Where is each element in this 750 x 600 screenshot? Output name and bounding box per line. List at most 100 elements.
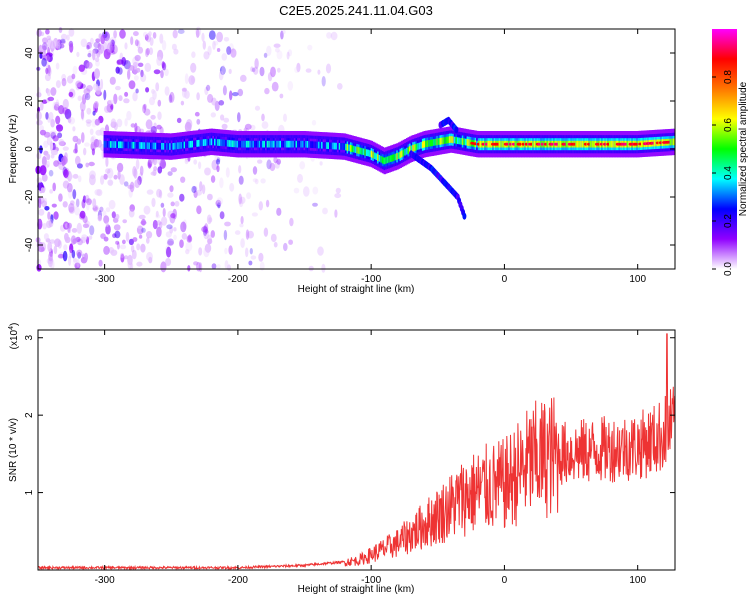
spectrogram-cell [124,91,129,97]
spectrogram-cell [61,73,67,82]
spectrogram-cell [357,147,361,154]
spectrogram-cell [35,111,42,121]
spectrogram-cell [343,143,346,150]
spectrogram-cell [56,124,64,132]
spectrogram-cell [133,75,139,81]
spectrogram-cell [271,81,279,92]
spectrogram-cell [409,146,412,153]
spectrogram-x-label: Height of straight line (km) [298,284,415,295]
spectrogram-cell [254,58,259,70]
spectrogram-cell [68,28,75,37]
spectrogram-cell [86,121,92,127]
spectrogram-cell [433,139,436,146]
spectrogram-cell [176,117,182,124]
spectrogram-cell [341,143,345,150]
spectrogram-cell [313,141,316,149]
spectrogram-cell [36,29,42,37]
spectrogram-cell [264,87,270,95]
spectrogram-cell [50,87,57,96]
spectrogram-cell [53,211,59,220]
spectrogram-cell [232,92,239,97]
spectrogram-cell [204,139,207,146]
spectrogram-cell [241,140,244,148]
spectrogram-cell [86,45,90,50]
spectrogram-cell [273,43,281,48]
spectrogram-cell [259,261,265,271]
spectrogram-cell [224,260,229,270]
spectrogram-cell [301,140,305,148]
spectrogram-cell [72,173,79,179]
spectrogram-cell [252,178,258,183]
spectrogram-cell [131,249,137,260]
spectrogram-cell [249,124,256,131]
spectrogram-cell [381,156,385,164]
spectrogram-cell [346,144,350,151]
spectrogram-cell [53,160,59,167]
spectrogram-cell [55,115,61,125]
spectrogram-cell [380,155,383,163]
spectrogram-cell [455,137,458,144]
spectrogram-cell [457,137,460,144]
spectrogram-cell [85,119,92,124]
spectrogram-cell [120,252,125,259]
spectrogram-cell [252,166,258,175]
spectrogram-cell [399,151,402,159]
spectrogram-cell [48,111,54,121]
spectrogram-cell [207,138,210,146]
spectrogram-cell [312,186,319,195]
spectrogram-cell [104,105,111,114]
spectrogram-cell [134,54,141,62]
y-tick-label: 40 [24,47,35,59]
spectrogram-cell [67,117,72,124]
spectrogram-cell [653,139,657,147]
spectrogram-cell [179,239,184,248]
spectrogram-cell [216,165,220,173]
spectrogram-cell [138,234,143,239]
spectrogram-cell [38,208,45,216]
spectrogram-cell [557,140,561,148]
spectrogram-cell [221,64,226,76]
spectrogram-cell [337,142,340,150]
spectrogram-cell [305,68,312,73]
spectrogram-cell [610,140,613,148]
spectrogram-cell [142,104,147,114]
spectrogram-cell [186,141,190,148]
spectrogram-cell [293,140,297,148]
spectrogram-cell [386,156,390,164]
spectrogram-cell [50,131,56,139]
spectrogram-cell [265,140,268,148]
spectrogram-cell [166,224,173,230]
spectrogram-cell [130,123,136,128]
spectrogram-cell [593,140,596,148]
spectrogram-cell [97,214,103,222]
spectrogram-cell [161,40,167,51]
spectrogram-cell [146,142,150,150]
spectrogram-cell [248,260,253,266]
spectrogram-cell [396,153,399,160]
spectrogram-cell [613,140,617,148]
spectrogram-cell [372,151,375,159]
spectrogram-cell [225,139,228,147]
spectrogram-cell [329,142,332,150]
spectrogram-cell [426,140,430,147]
spectrogram-cell [207,193,213,201]
spectrogram-cell [289,140,292,148]
spectrogram-cell [210,175,216,183]
spectrogram-cell [110,141,113,148]
spectrogram-cell [255,140,258,148]
spectrogram-cell [68,203,75,213]
spectrogram-cell [190,76,196,84]
spectrogram-cell [258,140,262,148]
spectrogram-cell [442,137,446,145]
y-tick-label: -20 [24,189,35,204]
spectrogram-cell [220,114,225,121]
spectrogram-cell [146,231,153,239]
spectrogram-cell [136,243,141,251]
y-tick-label: -40 [24,237,35,252]
spectrogram-cell [155,82,160,92]
x-tick-label: -100 [361,274,381,285]
spectrogram-y-label: Frequency (Hz) [8,115,19,184]
spectrogram-cell [325,142,329,149]
spectrogram-cell [198,139,201,147]
spectrogram-cell [226,46,232,55]
